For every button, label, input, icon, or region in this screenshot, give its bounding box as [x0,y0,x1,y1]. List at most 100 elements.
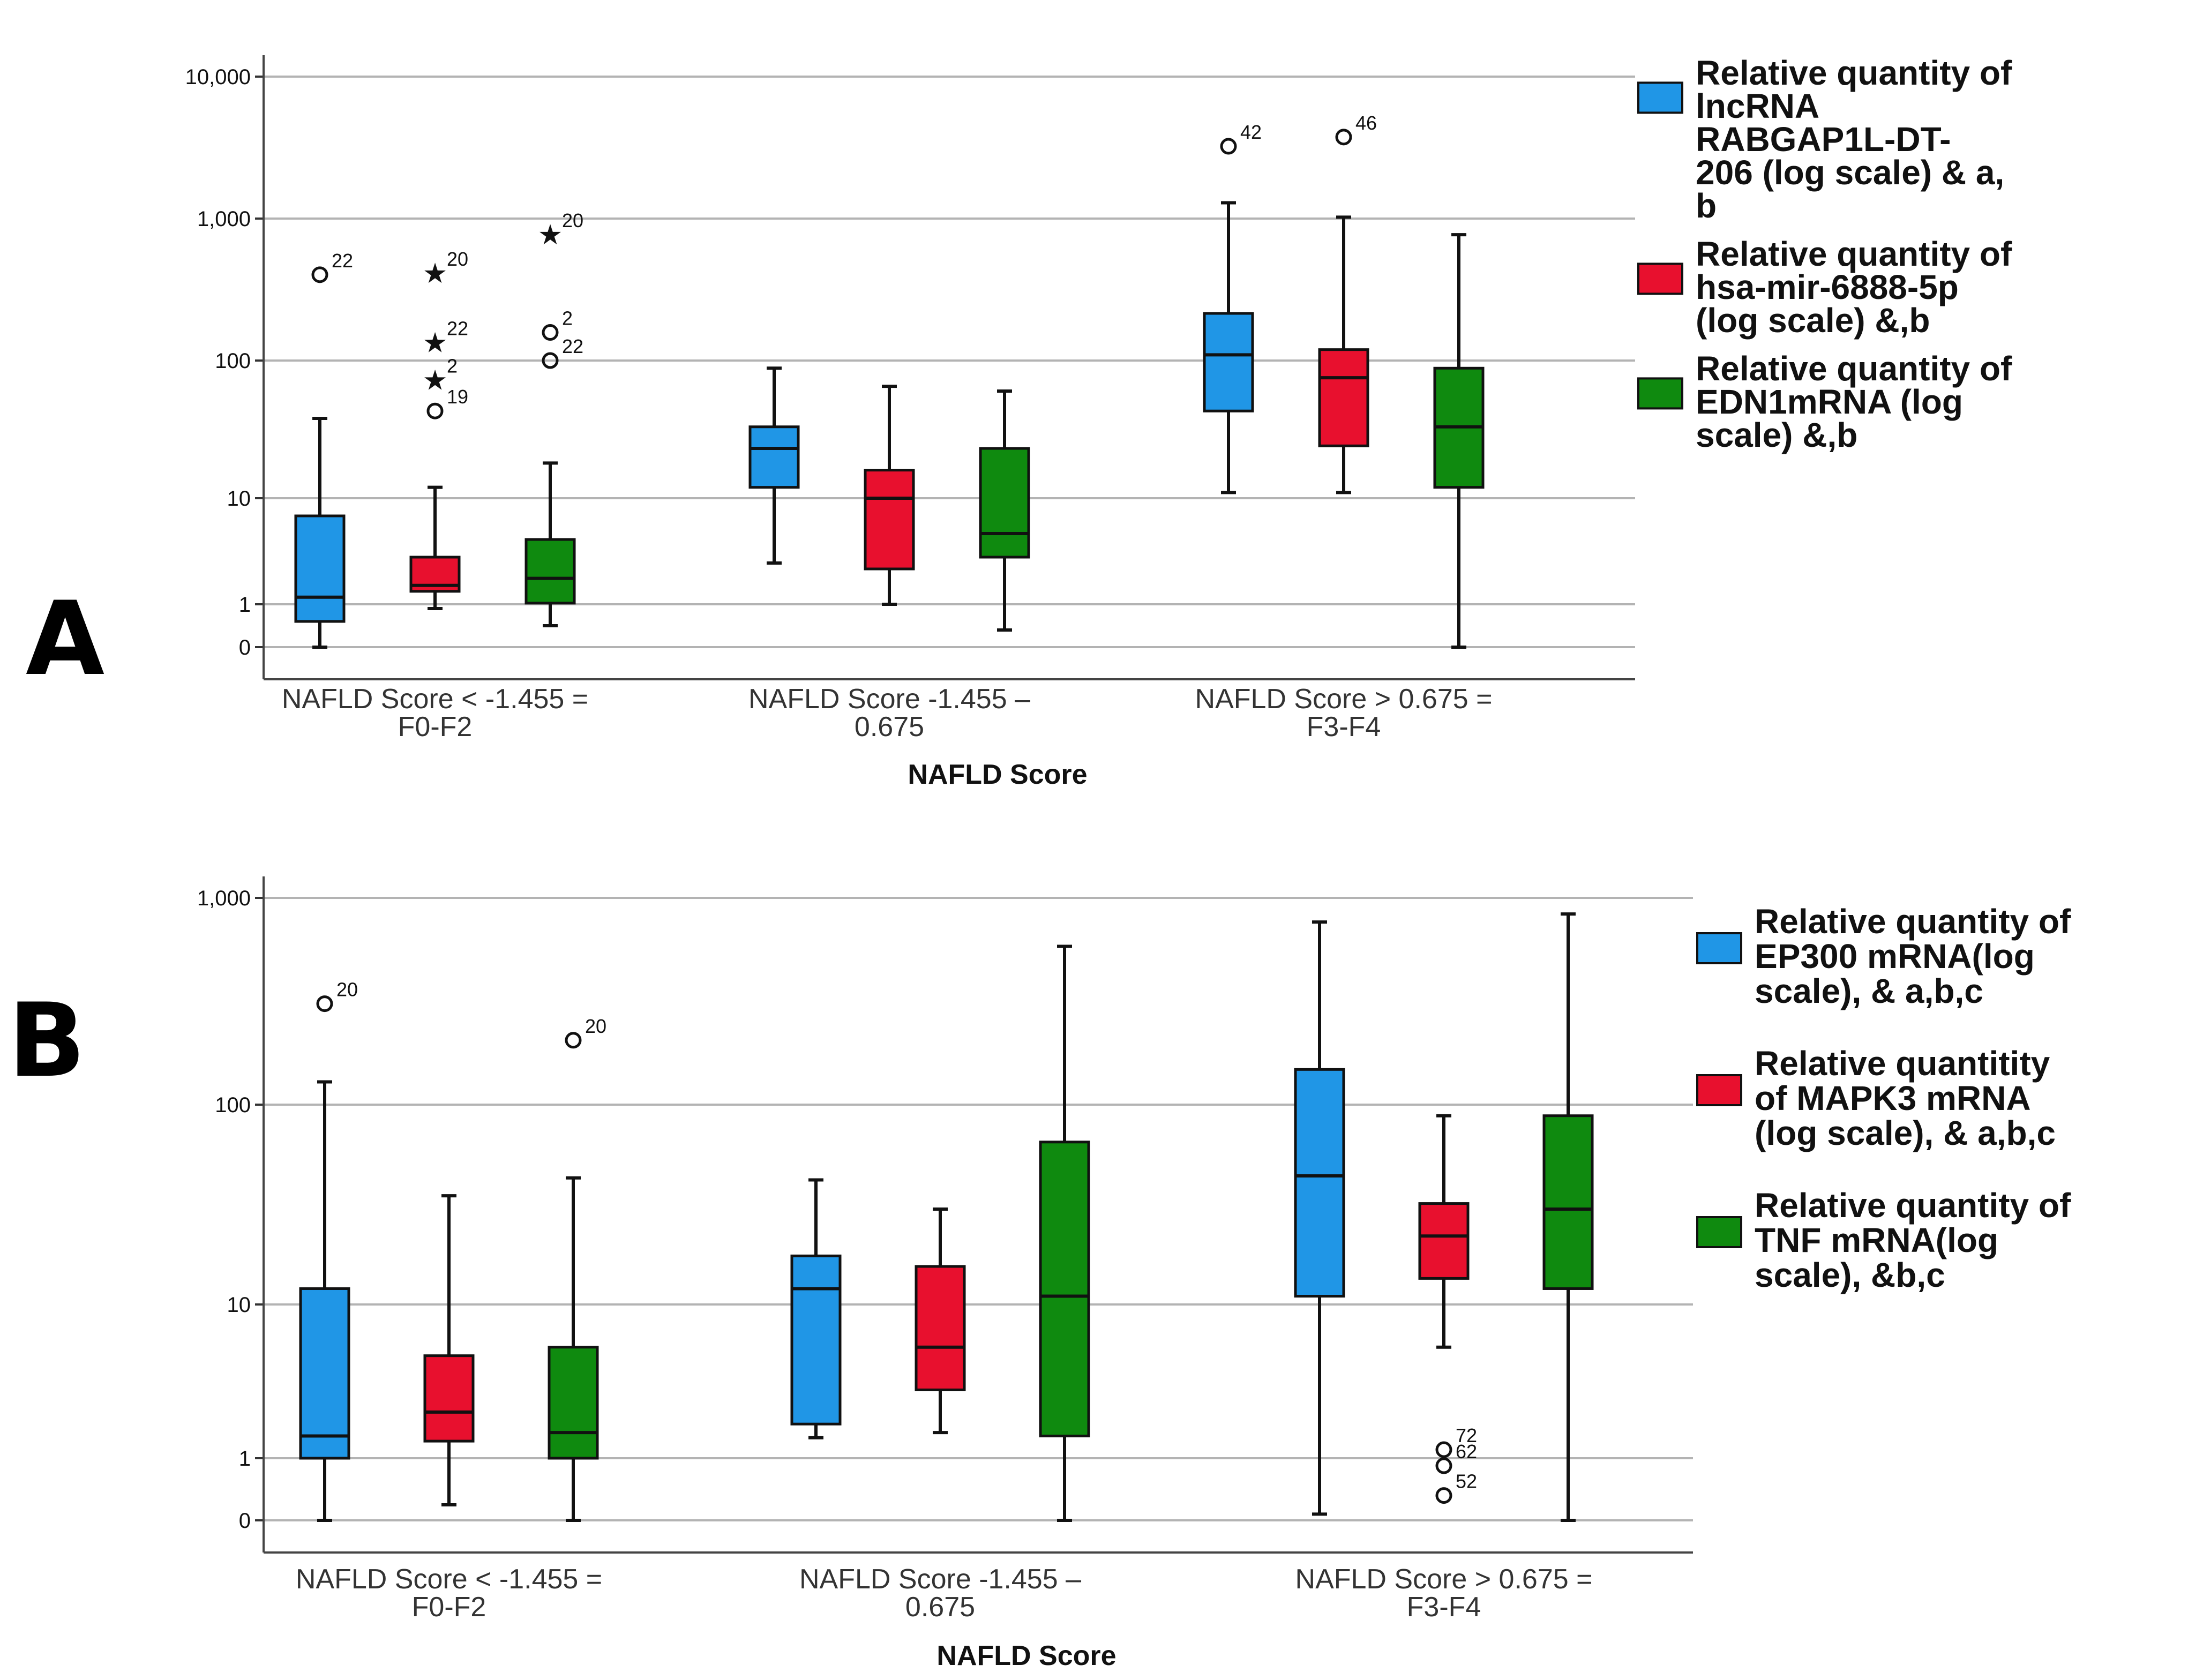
x-category-label-line: 0.675 [905,1592,975,1623]
x-category-label: NAFLD Score > 0.675 = F3-F4 [1295,1564,1593,1623]
outlier-label: 72 [1456,1424,1477,1446]
box [1542,1114,1594,1290]
x-category-label-line: F3-F4 [1307,711,1381,742]
x-category-label: NAFLD Score -1.455 –0.675 [799,1564,1081,1623]
outlier-circle [1435,1441,1452,1458]
legend-label: Relative quantity of hsa-mir-6888-5p (log … [1696,235,2012,340]
outlier-star: ★ [423,258,448,289]
panel-label: B [8,981,86,1100]
outlier-circle [1435,1457,1452,1474]
outlier-circle [311,266,328,283]
box [524,538,576,605]
box [1039,1141,1090,1438]
x-category-label-line: NAFLD Score < -1.455 = [282,684,588,715]
y-tick-label: 1,000 [197,887,251,910]
x-category-label: NAFLD Score < -1.455 = F0-F2 [282,684,588,742]
outlier-label: 22 [447,318,468,340]
box [1294,1068,1345,1298]
y-tick-label: 1 [239,593,251,617]
x-category-label: NAFLD Score < -1.455 = F0-F2 [296,1564,602,1623]
x-category-label-line: 0.675 [855,711,924,742]
box [299,1287,350,1460]
y-tick-label: 10,000 [185,65,251,89]
y-tick-label: 100 [215,349,251,373]
legend-label-line: Relative quantity of [1696,349,2012,388]
box [423,1354,475,1443]
legend-label-line: Relative quantity of [1696,54,2012,92]
box [1318,348,1369,447]
box [294,514,346,623]
outlier-label: 20 [336,979,358,1001]
outlier-label: 20 [585,1015,606,1037]
legend-swatch [1637,377,1683,410]
x-category-label: NAFLD Score > 0.675 = F3-F4 [1195,684,1493,742]
outlier-label: 62 [1456,1441,1477,1462]
outlier-circle [426,402,444,419]
x-category-label-line: NAFLD Score > 0.675 = [1195,684,1493,715]
legend-label-line: (log scale) &,b [1696,301,1930,340]
y-tick-label: 0 [239,636,251,659]
x-category-label-line: NAFLD Score -1.455 – [748,684,1030,715]
box [1418,1202,1470,1280]
legend-label-line: Relative quantity of [1696,235,2012,273]
legend-label-line: EDN1mRNA (log [1696,382,1963,421]
legend-swatch [1696,1074,1742,1106]
y-tick-label: 1,000 [197,207,251,231]
x-axis-title: NAFLD Score [936,1640,1116,1671]
box [1203,312,1254,412]
legend-label-line: scale), &b,c [1755,1256,1945,1294]
x-category-label-line: F0-F2 [398,711,473,742]
legend-swatch [1696,932,1742,964]
legend-label-line: Relative quantity of [1755,902,2071,941]
outlier-label: 46 [1355,112,1377,134]
outlier-label: 19 [447,386,468,408]
y-tick-label: 10 [227,1293,251,1317]
legend-label: Relative quantity of lncRNA RABGAP1L-DT-20… [1696,54,2012,225]
box [790,1254,842,1426]
outlier-circle [542,352,559,369]
y-tick-label: 100 [215,1093,251,1117]
outlier-circle [1335,129,1352,146]
x-category-label-line: F0-F2 [412,1592,486,1623]
outlier-circle [565,1032,582,1049]
legend-swatch [1637,262,1683,295]
outlier-circle [1435,1487,1452,1504]
legend-label-line: 206 (log scale) & a, [1696,153,2004,192]
legend-swatch [1696,1216,1742,1248]
legend-label: Relative quantitity of MAPK3 mRNA (log sca… [1755,1044,2056,1152]
box [915,1265,966,1391]
outlier-label: 22 [562,335,583,357]
y-tick-label: 0 [239,1509,251,1533]
outlier-label: 2 [562,308,573,329]
x-category-label-line: NAFLD Score > 0.675 = [1295,1564,1593,1595]
legend-label-line: Relative quantitity [1755,1044,2050,1083]
y-tick-label: 1 [239,1447,251,1471]
legend-label-line: (log scale), & a,b,c [1755,1114,2056,1152]
legend-label-line: scale) &,b [1696,416,1857,454]
box [548,1346,599,1460]
legend-label-line: EP300 mRNA(log [1755,937,2035,976]
x-category-label: NAFLD Score -1.455 –0.675 [748,684,1030,742]
box [748,425,800,489]
outlier-circle [542,324,559,341]
outlier-label: 42 [1240,121,1262,143]
outlier-circle [316,995,333,1012]
legend-label-line: hsa-mir-6888-5p [1696,268,1959,306]
legend-label: Relative quantity of EP300 mRNA(log scale)… [1755,902,2071,1010]
outlier-circle [1220,138,1237,155]
legend-swatch [1637,81,1683,114]
x-category-label-line: NAFLD Score < -1.455 = [296,1564,602,1595]
x-axis-title: NAFLD Score [908,759,1087,790]
outlier-label: 52 [1456,1471,1477,1492]
outlier-star: ★ [538,220,563,251]
legend-label-line: lncRNA [1696,87,1819,125]
y-tick-label: 10 [227,487,251,511]
outlier-label: 20 [447,248,468,270]
legend-label-line: Relative quantity of [1755,1186,2071,1225]
legend-label-line: scale), & a,b,c [1755,972,1983,1010]
outlier-star: ★ [423,328,448,359]
box [864,469,915,571]
legend-label-line: RABGAP1L-DT- [1696,120,1951,159]
